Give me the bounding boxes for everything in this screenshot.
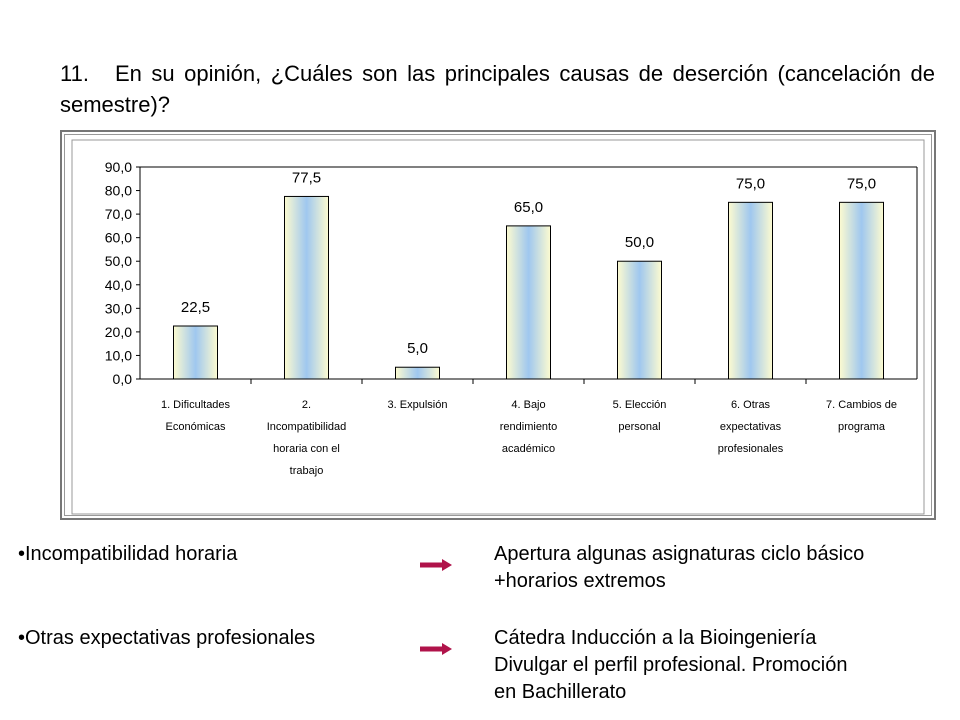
bar [728, 201, 773, 380]
note-action-2-line-3: en Bachillerato [494, 681, 627, 703]
bar [173, 325, 218, 380]
data-label: 22,5 [181, 299, 210, 316]
note-cause-2: •Otras expectativas profesionales [18, 627, 316, 649]
y-tick-label: 90,0 [105, 159, 132, 175]
note-action-2-line-2: Divulgar el perfil profesional. Promoció… [494, 654, 848, 676]
x-tick-label: horaria con el [273, 443, 340, 455]
x-tick-label: 5. Elección [613, 399, 667, 411]
data-label: 77,5 [292, 169, 321, 186]
data-label: 5,0 [407, 340, 428, 357]
x-tick-label: 7. Cambios de [826, 399, 897, 411]
x-tick-label: profesionales [718, 443, 784, 455]
bar [284, 195, 329, 380]
x-tick-label: Económicas [166, 421, 226, 433]
x-tick-label: 3. Expulsión [388, 399, 448, 411]
note-action-2-line-1: Cátedra Inducción a la Bioingeniería [494, 627, 817, 649]
data-label: 75,0 [736, 175, 765, 192]
data-label: 65,0 [514, 199, 543, 216]
x-tick-label: Incompatibilidad [267, 421, 347, 433]
x-tick-label: 2. [302, 399, 311, 411]
note-action-2: Cátedra Inducción a la Bioingeniería Div… [494, 625, 848, 706]
right-arrow-icon [420, 559, 452, 571]
note-cause-1: •Incompatibilidad horaria [18, 543, 238, 565]
x-tick-label: rendimiento [500, 421, 557, 433]
question-body: En su opinión, ¿Cuáles son las principal… [60, 61, 935, 117]
chart-frame: 0,0 10,0 20,0 30,0 40,0 50,0 60,0 70,0 80,0 90,0 2… [60, 130, 936, 520]
x-tick-label: 6. Otras [731, 399, 771, 411]
x-tick-label: académico [502, 443, 555, 455]
x-tick-label: personal [618, 421, 660, 433]
y-tick-label: 70,0 [105, 206, 132, 222]
y-tick-label: 20,0 [105, 324, 132, 340]
x-tick-label: expectativas [720, 421, 782, 433]
question-text: 11. En su opinión, ¿Cuáles son las princi… [60, 58, 935, 120]
y-tick-label: 80,0 [105, 183, 132, 199]
bar [395, 366, 440, 380]
data-label: 50,0 [625, 234, 654, 251]
y-tick-label: 50,0 [105, 253, 132, 269]
note-action-1: Apertura algunas asignaturas ciclo básic… [494, 541, 864, 595]
y-tick-label: 30,0 [105, 300, 132, 316]
data-label: 75,0 [847, 175, 876, 192]
note-action-1-line-1: Apertura algunas asignaturas ciclo básic… [494, 543, 865, 565]
y-tick-label: 40,0 [105, 277, 132, 293]
bar [839, 201, 884, 380]
bar [617, 260, 662, 380]
right-arrow-icon [420, 643, 452, 655]
x-tick-label: trabajo [290, 465, 324, 477]
note-action-1-line-2: +horarios extremos [494, 570, 666, 592]
y-tick-label: 0,0 [113, 371, 133, 387]
bar [506, 225, 551, 380]
y-tick-label: 10,0 [105, 347, 132, 363]
chart-inner-border [71, 139, 925, 515]
y-tick-label: 60,0 [105, 230, 132, 246]
x-tick-label: programa [838, 421, 886, 433]
bar-chart: 0,0 10,0 20,0 30,0 40,0 50,0 60,0 70,0 80,0 90,0 2… [71, 139, 925, 515]
x-tick-label: 1. Dificultades [161, 399, 231, 411]
x-tick-label: 4. Bajo [511, 399, 545, 411]
question-number: 11. [60, 61, 89, 86]
